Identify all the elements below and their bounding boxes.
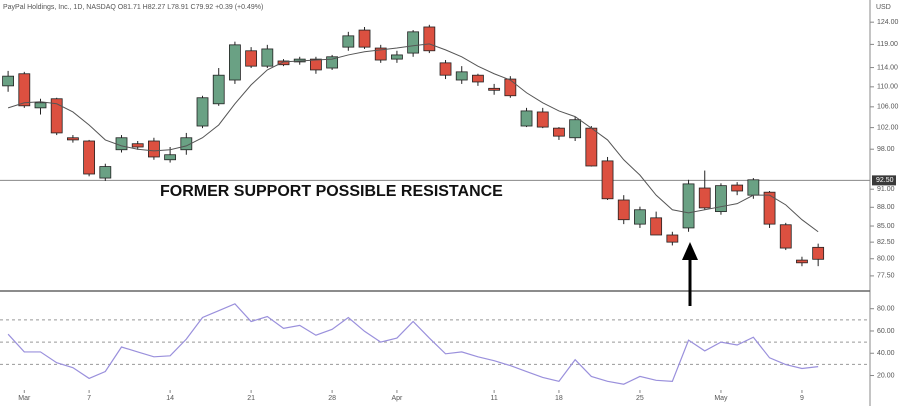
moving-average bbox=[7, 43, 819, 233]
candle-body bbox=[472, 74, 484, 83]
candle-body bbox=[310, 58, 322, 71]
candle-body bbox=[763, 191, 776, 225]
candle-body bbox=[196, 97, 209, 127]
x-tick-label: 9 bbox=[800, 395, 804, 402]
y-tick-label: 91.00 bbox=[877, 186, 895, 193]
y-tick-label: 77.50 bbox=[877, 273, 895, 280]
y-tick-label: 98.00 bbox=[877, 146, 895, 153]
y-tick-label: 114.00 bbox=[877, 64, 898, 71]
candle-body bbox=[634, 209, 646, 225]
candle-body bbox=[698, 187, 711, 209]
x-tick-label: 28 bbox=[328, 395, 336, 402]
y-tick-label: 119.00 bbox=[877, 41, 898, 48]
candle-body bbox=[148, 140, 160, 158]
candle-body bbox=[164, 154, 177, 161]
x-tick-label: Mar bbox=[18, 395, 31, 402]
candle-body bbox=[18, 73, 31, 107]
candle-body bbox=[180, 137, 193, 151]
candle-body bbox=[261, 48, 274, 67]
candle-body bbox=[601, 160, 614, 200]
y-tick-label: 124.00 bbox=[877, 19, 899, 26]
rsi-line bbox=[7, 303, 819, 385]
candle-body bbox=[682, 183, 695, 229]
y-tick-label: 106.00 bbox=[877, 104, 899, 111]
candle-body bbox=[439, 62, 452, 76]
candle-body bbox=[34, 102, 47, 109]
chart-header: PayPal Holdings, Inc., 1D, NASDAQ O81.71… bbox=[3, 4, 263, 11]
candle-body bbox=[131, 143, 144, 148]
x-tick-label: 25 bbox=[636, 395, 644, 402]
candle-body bbox=[731, 184, 744, 192]
y-tick-label: 82.50 bbox=[877, 239, 895, 246]
candle-body bbox=[391, 54, 403, 60]
y-tick-label: 80.00 bbox=[877, 306, 895, 313]
candle-body bbox=[504, 78, 517, 97]
x-tick-label: 7 bbox=[87, 395, 91, 402]
candle-body bbox=[569, 119, 582, 139]
x-tick-label: 18 bbox=[555, 395, 563, 402]
level-label: 92.50 bbox=[876, 177, 894, 184]
candle-body bbox=[326, 56, 339, 69]
x-tick-label: 11 bbox=[490, 395, 497, 402]
candle-body bbox=[488, 87, 501, 91]
candle-body bbox=[666, 234, 679, 243]
candle-body bbox=[67, 137, 79, 141]
candle-body bbox=[115, 137, 128, 151]
candle-body bbox=[779, 224, 792, 249]
candle-body bbox=[374, 47, 387, 61]
candle-body bbox=[245, 50, 258, 67]
currency: USD bbox=[876, 4, 891, 11]
candle-body bbox=[812, 246, 825, 260]
candle-body bbox=[50, 98, 63, 134]
candle-body bbox=[342, 35, 355, 48]
annotation: FORMER SUPPORT POSSIBLE RESISTANCE bbox=[160, 183, 503, 200]
candle-body bbox=[585, 127, 598, 167]
candle-body bbox=[536, 111, 549, 128]
x-tick-label: 21 bbox=[247, 395, 255, 402]
arrow bbox=[682, 242, 698, 306]
candle-body bbox=[796, 259, 808, 264]
y-tick-label: 110.00 bbox=[877, 84, 898, 91]
x-tick-label: May bbox=[714, 395, 728, 402]
y-tick-label: 80.00 bbox=[877, 256, 895, 263]
candle-body bbox=[553, 127, 565, 137]
candle-body bbox=[617, 199, 630, 221]
candle-body bbox=[212, 74, 225, 105]
y-tick-label: 102.00 bbox=[877, 124, 899, 131]
candle-body bbox=[715, 185, 727, 213]
level-label-box bbox=[872, 175, 896, 186]
candle-body bbox=[747, 179, 760, 196]
candle-body bbox=[2, 75, 15, 87]
candle-body bbox=[358, 29, 371, 48]
candle-body bbox=[229, 44, 241, 81]
y-tick-label: 60.00 bbox=[877, 328, 895, 335]
candle-body bbox=[650, 217, 663, 236]
y-tick-label: 40.00 bbox=[877, 350, 895, 357]
candle-body bbox=[99, 166, 112, 179]
candle-body bbox=[83, 140, 96, 175]
candle-body bbox=[277, 60, 290, 66]
candle-body bbox=[520, 110, 533, 127]
x-tick-label: Apr bbox=[391, 395, 403, 402]
candle-body bbox=[455, 71, 468, 81]
y-tick-label: 20.00 bbox=[877, 372, 895, 379]
x-tick-label: 14 bbox=[166, 395, 174, 402]
candle-body bbox=[423, 26, 436, 52]
y-tick-label: 85.00 bbox=[877, 223, 895, 230]
candle-body bbox=[407, 31, 420, 54]
y-tick-label: 88.00 bbox=[877, 204, 895, 211]
